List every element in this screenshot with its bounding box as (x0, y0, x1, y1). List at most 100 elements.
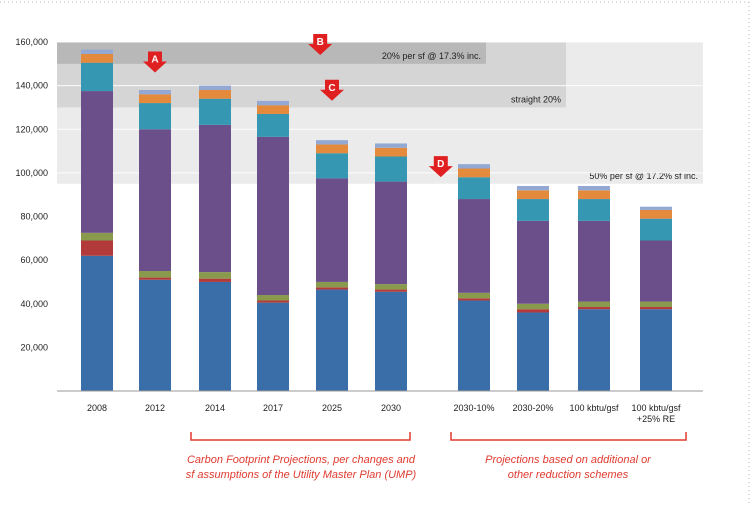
bar-segment-red (81, 240, 113, 256)
x-tick-label: 100 kbtu/gsf (569, 403, 619, 413)
bar-segment-blue (578, 309, 610, 391)
bar-segment-purple (81, 91, 113, 233)
marker-arrow (308, 34, 333, 55)
bar-segment-teal (458, 177, 490, 200)
marker-arrow (428, 156, 453, 178)
bar-segment-blue (375, 291, 407, 391)
bar-segment-blue (199, 281, 231, 391)
bar-segment-red (375, 289, 407, 292)
bar-segment-blue (81, 255, 113, 391)
y-tick-label: 140,000 (15, 81, 48, 91)
bar-segment-olive (257, 295, 289, 301)
bar-segment-blue (640, 309, 672, 391)
y-tick-label: 20,000 (20, 342, 48, 352)
y-tick-label: 60,000 (20, 255, 48, 265)
bar-segment-teal (199, 98, 231, 125)
bar-segment-teal (517, 199, 549, 221)
bar-segment-orange (257, 105, 289, 114)
bar-segment-purple (375, 181, 407, 285)
bar-segment-red (199, 278, 231, 282)
bar-segment-light-blue (640, 206, 672, 210)
bar-segment-purple (199, 124, 231, 273)
x-tick-label: 2030-10% (453, 403, 494, 413)
target-band-label: straight 20% (511, 94, 561, 104)
x-tick-label: 2012 (145, 403, 165, 413)
bar-segment-blue (458, 300, 490, 391)
bar-segment-red (139, 277, 171, 280)
bar-segment-olive (458, 292, 490, 299)
right-group-caption: Projections based on additional or other… (438, 453, 698, 483)
bar-segment-light-blue (316, 140, 348, 145)
left-group-caption: Carbon Footprint Projections, per change… (171, 453, 431, 483)
bar-segment-teal (375, 156, 407, 182)
bar-segment-olive (578, 301, 610, 308)
bar-segment-blue (257, 302, 289, 391)
bar-segment-red (578, 307, 610, 310)
bar-segment-purple (139, 129, 171, 272)
bar-segment-red (257, 300, 289, 303)
bar-segment-orange (517, 190, 549, 200)
bar-segment-red (316, 287, 348, 290)
x-tick-label: 2008 (87, 403, 107, 413)
bar-segment-purple (458, 199, 490, 293)
bar-segment-light-blue (139, 89, 171, 95)
bar-segment-light-blue (199, 85, 231, 90)
bar-segment-teal (139, 103, 171, 130)
x-tick-label: 100 kbtu/gsf (631, 403, 681, 413)
y-tick-label: 80,000 (20, 212, 48, 222)
y-tick-label: 100,000 (15, 168, 48, 178)
bar-segment-olive (139, 271, 171, 278)
bar-segment-orange (81, 53, 113, 63)
right-caption-line-2: other reduction schemes (507, 469, 629, 481)
marker-label: B (317, 37, 324, 48)
marker-arrow (143, 51, 167, 73)
bar-segment-olive (375, 284, 407, 290)
bar-segment-orange (199, 89, 231, 99)
x-tick-label: 2030 (381, 403, 401, 413)
y-tick-label: 120,000 (15, 124, 48, 134)
bar-segment-blue (139, 279, 171, 391)
bar-segment-red (517, 309, 549, 313)
bar-segment-light-blue (578, 185, 610, 191)
bar-segment-red (458, 298, 490, 301)
y-tick-label: 160,000 (15, 37, 48, 47)
bar-segment-teal (257, 113, 289, 137)
bar-segment-teal (578, 199, 610, 221)
bar-segment-orange (458, 168, 490, 178)
bar-segment-purple (257, 136, 289, 296)
bar-segment-orange (578, 190, 610, 200)
bar-segment-purple (640, 240, 672, 302)
bar-segment-blue (517, 312, 549, 391)
bar-segment-purple (578, 220, 610, 302)
target-band-0 (57, 42, 486, 64)
bar-segment-teal (81, 62, 113, 92)
bar-segment-light-blue (375, 143, 407, 148)
x-tick-label: 2030-20% (512, 403, 553, 413)
marker-label: C (328, 83, 335, 94)
bar-segment-orange (316, 144, 348, 154)
bar-segment-olive (517, 303, 549, 310)
target-band-label: 50% per sf @ 17.2% sf inc. (589, 171, 698, 181)
bar-segment-orange (375, 147, 407, 157)
left-caption-line-1: Carbon Footprint Projections, per change… (186, 454, 416, 466)
x-tick-label: 2017 (263, 403, 283, 413)
bar-segment-orange (139, 94, 171, 104)
marker-arrow (320, 79, 344, 101)
bar-segment-purple (517, 220, 549, 304)
marker-label: D (437, 159, 444, 170)
left-caption-line-2: sf assumptions of the Utility Master Pla… (185, 469, 417, 481)
bar-segment-olive (199, 272, 231, 279)
bar-segment-light-blue (517, 185, 549, 191)
bar-segment-olive (81, 232, 113, 241)
bar-segment-light-blue (81, 49, 113, 54)
right-group-bracket (450, 432, 687, 441)
x-tick-label: 2025 (322, 403, 342, 413)
left-group-bracket (190, 432, 411, 441)
bar-segment-light-blue (458, 164, 490, 169)
right-caption-line-1: Projections based on additional or (485, 454, 651, 466)
x-tick-label: 2014 (205, 403, 225, 413)
bar-segment-olive (640, 301, 672, 308)
x-tick-label: +25% RE (637, 414, 675, 424)
bar-segment-red (640, 307, 672, 310)
